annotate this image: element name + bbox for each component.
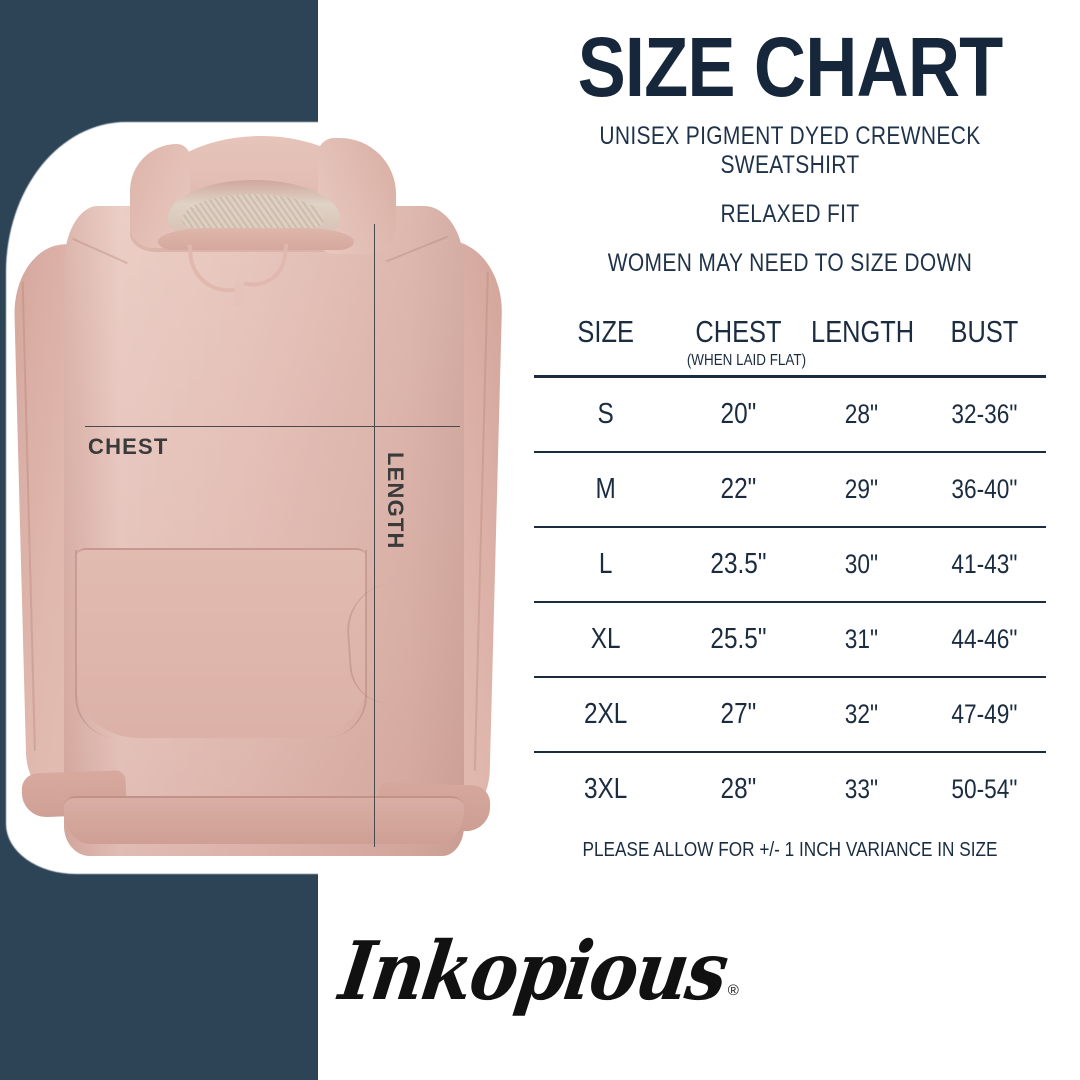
cell-bust: 44-46" [951, 624, 1018, 655]
hood-lining-texture [182, 194, 324, 228]
table-row: M 22" 29" 36-40" [534, 453, 1046, 526]
row-divider [534, 676, 1046, 679]
chest-measure-line [85, 426, 460, 427]
page-title: SIZE CHART [577, 20, 1004, 114]
chest-measurement-note: (WHEN LAID FLAT) [687, 352, 807, 370]
size-table: SIZE CHEST LENGTH BUST (WHEN LAID FLAT) … [534, 304, 1046, 862]
cell-length: 33" [845, 774, 879, 805]
row-divider [534, 751, 1046, 754]
cell-bust: 36-40" [951, 474, 1018, 505]
column-header-length: LENGTH [811, 314, 915, 350]
brand-logo: Inkopious ® [0, 923, 1080, 1018]
cell-chest: 23.5" [710, 548, 767, 581]
product-name: UNISEX PIGMENT DYED CREWNECK SWEATSHIRT [599, 122, 981, 180]
cell-length: 30" [845, 549, 879, 580]
measurement-guides: CHEST LENGTH [0, 0, 520, 1080]
fit-note: RELAXED FIT [720, 200, 860, 229]
neck-band [158, 228, 354, 250]
kangaroo-pocket [75, 548, 367, 738]
cell-length: 31" [845, 624, 879, 655]
cell-size: L [598, 548, 613, 581]
table-header-row: SIZE CHEST LENGTH BUST [534, 304, 1046, 350]
cell-chest: 27" [720, 698, 757, 731]
cell-size: XL [590, 623, 621, 656]
cell-bust: 47-49" [951, 699, 1018, 730]
table-row: 3XL 28" 33" 50-54" [534, 753, 1046, 826]
cell-chest: 25.5" [710, 623, 767, 656]
variance-footnote: PLEASE ALLOW FOR +/- 1 INCH VARIANCE IN … [582, 839, 998, 862]
cell-size: 3XL [584, 773, 628, 806]
row-divider [534, 526, 1046, 529]
cell-chest: 22" [720, 473, 757, 506]
hooded-sweatshirt-illustration [6, 122, 520, 874]
cell-bust: 32-36" [951, 399, 1018, 430]
registered-trademark-icon: ® [727, 982, 739, 999]
bottom-hem [64, 796, 464, 844]
row-divider [534, 601, 1046, 604]
cell-length: 32" [845, 699, 879, 730]
table-row: L 23.5" 30" 41-43" [534, 528, 1046, 601]
cell-size: S [597, 398, 614, 431]
column-header-bust: BUST [950, 314, 1019, 350]
table-row: S 20" 28" 32-36" [534, 378, 1046, 451]
cell-bust: 50-54" [951, 774, 1018, 805]
cell-chest: 20" [720, 398, 757, 431]
chest-guide-label: CHEST [88, 434, 169, 459]
column-header-size: SIZE [577, 314, 634, 350]
length-measure-line [374, 224, 375, 847]
table-row: XL 25.5" 31" 44-46" [534, 603, 1046, 676]
cell-length: 29" [845, 474, 879, 505]
cell-length: 28" [845, 399, 879, 430]
cell-size: 2XL [584, 698, 628, 731]
table-row: 2XL 27" 32" 47-49" [534, 678, 1046, 751]
sizing-advice: WOMEN MAY NEED TO SIZE DOWN [607, 249, 973, 278]
length-guide-label: LENGTH [383, 452, 408, 550]
column-header-chest: CHEST [695, 314, 782, 350]
size-chart-panel: SIZE CHART UNISEX PIGMENT DYED CREWNECK … [500, 0, 1080, 1080]
cell-size: M [595, 473, 616, 506]
cell-bust: 41-43" [951, 549, 1018, 580]
row-divider [534, 451, 1046, 454]
cell-chest: 28" [720, 773, 757, 806]
product-photo [0, 0, 520, 1080]
table-top-rule [534, 375, 1046, 379]
sweatshirt-body [64, 206, 464, 856]
